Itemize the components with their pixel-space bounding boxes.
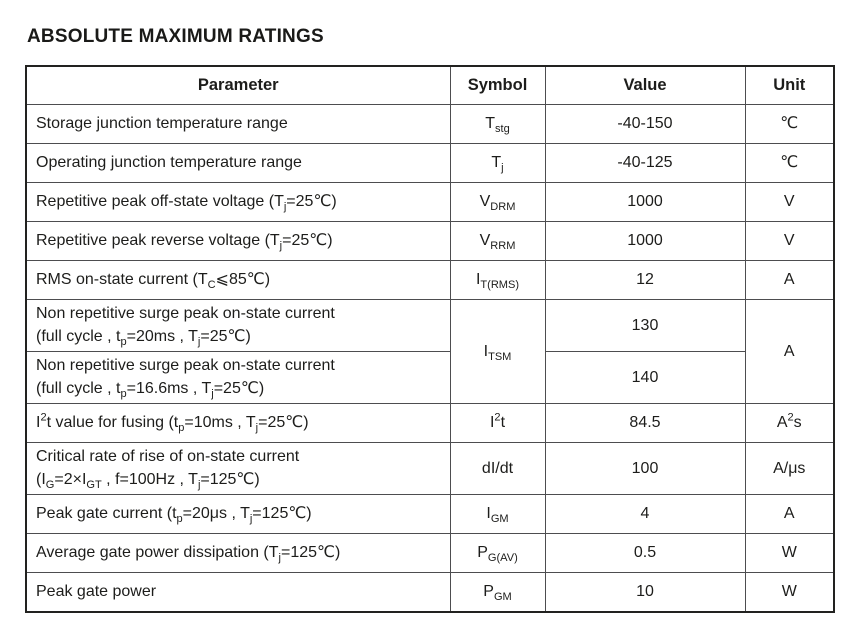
symbol-cell: I2t <box>449 402 546 443</box>
table-row-i2t: I2t value for fusing (tp=10ms , Tj=25℃) … <box>25 402 835 443</box>
parameter-cell: Storage junction temperature range <box>25 103 451 144</box>
unit-cell: A <box>744 493 835 534</box>
table-row-vdrm: Repetitive peak off-state voltage (Tj=25… <box>25 181 835 222</box>
symbol-cell: Tstg <box>449 103 546 144</box>
symbol-cell: PGM <box>449 571 546 613</box>
parameter-cell: Non repetitive surge peak on-state curre… <box>25 298 451 352</box>
symbol-cell: ITSM <box>449 298 546 404</box>
parameter-cell: Operating junction temperature range <box>25 142 451 183</box>
value-cell: 84.5 <box>544 402 746 443</box>
parameter-cell: RMS on-state current (TC⩽85℃) <box>25 259 451 300</box>
value-cell: -40-125 <box>544 142 746 183</box>
unit-cell: V <box>744 181 835 222</box>
table-row-itsm-16ms: Non repetitive surge peak on-state curre… <box>25 350 834 404</box>
value-cell: 1000 <box>544 220 746 261</box>
symbol-cell: Tj <box>449 142 546 183</box>
unit-cell: A2s <box>744 402 835 443</box>
unit-cell: V <box>744 220 835 261</box>
unit-cell: W <box>744 571 835 613</box>
value-cell: 140 <box>544 350 746 404</box>
col-header-symbol: Symbol <box>449 65 546 105</box>
table-row-itsm-20ms: Non repetitive surge peak on-state curre… <box>25 298 835 404</box>
value-cell: 0.5 <box>544 532 746 573</box>
unit-cell: A/μs <box>744 441 835 495</box>
col-header-value: Value <box>544 65 746 105</box>
table-row-pgm: Peak gate power PGM 10 W <box>25 571 835 613</box>
table-row-operating-temp: Operating junction temperature range Tj … <box>25 142 835 183</box>
parameter-cell: Average gate power dissipation (Tj=125℃) <box>25 532 451 573</box>
parameter-cell: Non repetitive surge peak on-state curre… <box>25 350 451 404</box>
unit-cell: A <box>744 259 835 300</box>
value-cell: 100 <box>544 441 746 495</box>
unit-cell: A <box>744 298 835 404</box>
symbol-cell: VRRM <box>449 220 546 261</box>
col-header-unit: Unit <box>744 65 835 105</box>
unit-cell: W <box>744 532 835 573</box>
value-cell: 4 <box>544 493 746 534</box>
symbol-cell: IGM <box>449 493 546 534</box>
table-row-itrms: RMS on-state current (TC⩽85℃) IT(RMS) 12… <box>25 259 835 300</box>
parameter-cell: Peak gate power <box>25 571 451 613</box>
value-cell: 130 <box>544 298 746 352</box>
table-row-igm: Peak gate current (tp=20μs , Tj=125℃) IG… <box>25 493 835 534</box>
symbol-cell: dI/dt <box>449 441 546 495</box>
symbol-cell: IT(RMS) <box>449 259 546 300</box>
unit-cell: ℃ <box>744 142 835 183</box>
table-row-pgav: Average gate power dissipation (Tj=125℃)… <box>25 532 835 573</box>
parameter-cell: I2t value for fusing (tp=10ms , Tj=25℃) <box>25 402 451 443</box>
parameter-cell: Repetitive peak off-state voltage (Tj=25… <box>25 181 451 222</box>
col-header-parameter: Parameter <box>25 65 451 105</box>
value-cell: 10 <box>544 571 746 613</box>
value-cell: 1000 <box>544 181 746 222</box>
symbol-cell: VDRM <box>449 181 546 222</box>
value-cell: -40-150 <box>544 103 746 144</box>
table-row-storage-temp: Storage junction temperature range Tstg … <box>25 103 835 144</box>
symbol-cell: PG(AV) <box>449 532 546 573</box>
table-header-row: Parameter Symbol Value Unit <box>25 65 835 105</box>
parameter-cell: Repetitive peak reverse voltage (Tj=25℃) <box>25 220 451 261</box>
table-row-vrrm: Repetitive peak reverse voltage (Tj=25℃)… <box>25 220 835 261</box>
parameter-cell: Peak gate current (tp=20μs , Tj=125℃) <box>25 493 451 534</box>
parameter-cell: Critical rate of rise of on-state curren… <box>25 441 451 495</box>
page-title: ABSOLUTE MAXIMUM RATINGS <box>27 26 324 47</box>
value-cell: 12 <box>544 259 746 300</box>
absolute-maximum-ratings-table: Parameter Symbol Value Unit Storage junc… <box>25 65 835 613</box>
unit-cell: ℃ <box>744 103 835 144</box>
table-row-didt: Critical rate of rise of on-state curren… <box>25 441 835 495</box>
